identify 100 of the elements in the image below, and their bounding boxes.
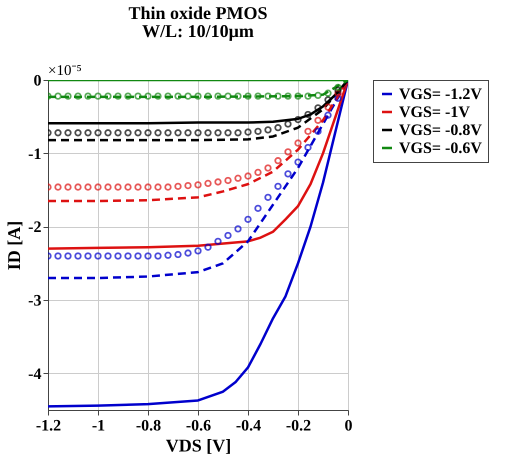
point <box>214 238 222 245</box>
point <box>74 92 82 100</box>
point <box>84 252 92 260</box>
y-tick-label: -3 <box>28 292 42 310</box>
point <box>64 92 72 100</box>
point <box>184 92 192 100</box>
point <box>324 96 332 104</box>
point <box>114 183 122 191</box>
y-tick-label: 0 <box>34 72 42 90</box>
y-tick-label: -2 <box>28 219 42 236</box>
point <box>174 92 182 100</box>
point <box>334 90 342 97</box>
point <box>254 204 262 212</box>
point <box>214 129 222 136</box>
point <box>214 178 222 186</box>
point <box>174 129 182 136</box>
point <box>204 180 212 188</box>
point <box>94 92 102 100</box>
point <box>184 182 192 190</box>
point <box>194 247 202 254</box>
point <box>154 252 162 260</box>
point <box>284 148 292 156</box>
legend-label: VGS= -0.6V <box>399 140 482 157</box>
text: ×10⁻⁵ <box>48 63 82 79</box>
point <box>204 244 212 251</box>
point <box>274 124 282 132</box>
legend-label: VGS= -1V <box>399 104 470 121</box>
point <box>304 128 312 135</box>
point <box>304 92 312 100</box>
point <box>244 128 252 136</box>
point <box>144 92 152 100</box>
point <box>234 225 242 232</box>
point <box>284 170 292 178</box>
point <box>124 92 132 100</box>
point <box>114 129 122 136</box>
point <box>134 252 142 260</box>
point <box>84 129 92 136</box>
point <box>154 183 162 191</box>
point <box>334 86 342 94</box>
point <box>194 92 202 100</box>
chart-subtitle: W/L: 10/10μm <box>142 21 254 41</box>
point <box>234 129 242 136</box>
point <box>204 92 212 100</box>
point <box>124 183 132 191</box>
point <box>94 252 102 260</box>
point <box>274 182 282 190</box>
point <box>294 158 302 166</box>
x-tick-label: -0.4 <box>236 418 262 434</box>
point <box>84 92 92 100</box>
point <box>334 94 342 102</box>
point <box>224 232 232 240</box>
point <box>64 129 72 136</box>
point <box>104 92 112 100</box>
point <box>234 174 242 182</box>
point <box>164 129 172 136</box>
point <box>134 92 142 100</box>
x-tick-label: -1 <box>92 418 106 434</box>
x-tick-label: -0.8 <box>136 418 162 434</box>
y-tick-label: -4 <box>28 366 42 383</box>
point <box>314 116 322 124</box>
point <box>164 183 172 191</box>
point <box>124 252 132 260</box>
point <box>244 172 252 180</box>
point <box>74 252 82 260</box>
point <box>134 183 142 191</box>
point <box>264 126 272 134</box>
point <box>254 168 262 176</box>
point <box>294 139 302 147</box>
point <box>294 116 302 124</box>
x-tick-label: -1.2 <box>36 418 62 434</box>
point <box>184 129 192 136</box>
point <box>284 92 292 100</box>
point <box>94 183 102 191</box>
point <box>294 92 302 100</box>
point <box>64 252 72 260</box>
point <box>164 252 172 259</box>
point <box>84 183 92 191</box>
point <box>304 110 312 118</box>
point <box>254 128 262 135</box>
legend-label: VGS= -1.2V <box>399 86 482 103</box>
point <box>264 194 272 201</box>
point <box>74 183 82 191</box>
point <box>54 252 62 260</box>
point <box>254 92 262 100</box>
point <box>54 92 62 100</box>
point <box>134 129 142 136</box>
y-tick-label: -1 <box>28 146 42 163</box>
point <box>104 183 112 191</box>
point <box>314 128 322 135</box>
point <box>224 129 232 136</box>
x-tick-label: -0.2 <box>286 418 312 434</box>
point <box>54 129 62 136</box>
point <box>194 129 202 136</box>
point <box>264 164 272 172</box>
point <box>234 92 242 100</box>
point <box>194 181 202 188</box>
point <box>184 249 192 257</box>
point <box>104 129 112 136</box>
point <box>334 84 342 91</box>
point <box>314 104 322 112</box>
